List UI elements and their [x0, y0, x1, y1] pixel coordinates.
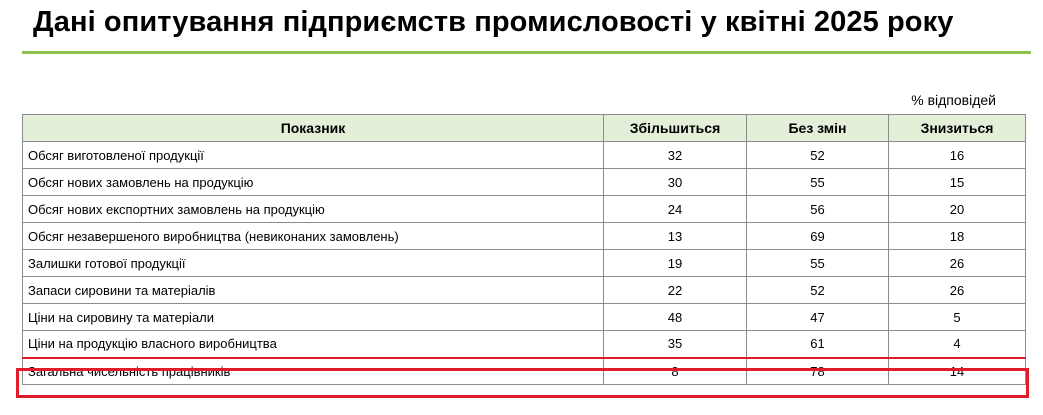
value-decrease: 15: [888, 168, 1026, 196]
value-increase: 22: [603, 276, 747, 304]
title-divider: [22, 51, 1031, 54]
value-no-change: 47: [746, 303, 889, 331]
row-label: Обсяг нових експортних замовлень на прод…: [22, 195, 604, 223]
value-decrease: 14: [888, 356, 1026, 385]
table-row: Запаси сировини та матеріалів 22 52 26: [22, 276, 1026, 304]
row-label: Запаси сировини та матеріалів: [22, 276, 604, 304]
row-label: Залишки готової продукції: [22, 249, 604, 277]
row-label: Обсяг виготовленої продукції: [22, 141, 604, 169]
column-header-increase: Збільшиться: [603, 114, 747, 142]
row-label: Ціни на сировину та матеріали: [22, 303, 604, 331]
value-no-change: 52: [746, 276, 889, 304]
value-no-change: 55: [746, 168, 889, 196]
table-row: Ціни на продукцію власного виробництва 3…: [22, 330, 1026, 358]
survey-table: Показник Збільшиться Без змін Знизиться …: [22, 114, 1026, 385]
value-increase: 32: [603, 141, 747, 169]
table-row: Залишки готової продукції 19 55 26: [22, 249, 1026, 277]
column-header-decrease: Знизиться: [888, 114, 1026, 142]
value-decrease: 18: [888, 222, 1026, 250]
value-increase: 13: [603, 222, 747, 250]
value-decrease: 26: [888, 249, 1026, 277]
table-row: Ціни на сировину та матеріали 48 47 5: [22, 303, 1026, 331]
units-note: % відповідей: [911, 92, 996, 108]
value-decrease: 4: [888, 330, 1026, 358]
page-title: Дані опитування підприємств промисловост…: [33, 6, 954, 38]
value-increase: 48: [603, 303, 747, 331]
row-label: Загальна чисельність працівників: [22, 356, 604, 385]
value-no-change: 78: [746, 356, 889, 385]
value-no-change: 69: [746, 222, 889, 250]
value-no-change: 56: [746, 195, 889, 223]
value-decrease: 20: [888, 195, 1026, 223]
value-decrease: 5: [888, 303, 1026, 331]
value-increase: 24: [603, 195, 747, 223]
value-decrease: 26: [888, 276, 1026, 304]
value-no-change: 55: [746, 249, 889, 277]
value-no-change: 52: [746, 141, 889, 169]
row-label: Ціни на продукцію власного виробництва: [22, 330, 604, 358]
value-no-change: 61: [746, 330, 889, 358]
table-header-row: Показник Збільшиться Без змін Знизиться: [22, 114, 1026, 142]
value-decrease: 16: [888, 141, 1026, 169]
value-increase: 8: [603, 356, 747, 385]
value-increase: 30: [603, 168, 747, 196]
table-row: Обсяг нових замовлень на продукцію 30 55…: [22, 168, 1026, 196]
column-header-indicator: Показник: [22, 114, 604, 142]
value-increase: 19: [603, 249, 747, 277]
table-row: Обсяг нових експортних замовлень на прод…: [22, 195, 1026, 223]
column-header-no-change: Без змін: [746, 114, 889, 142]
row-label: Обсяг незавершеного виробництва (невикон…: [22, 222, 604, 250]
row-label: Обсяг нових замовлень на продукцію: [22, 168, 604, 196]
table-row-highlighted: Загальна чисельність працівників 8 78 14: [22, 356, 1026, 385]
table-row: Обсяг виготовленої продукції 32 52 16: [22, 141, 1026, 169]
table-row: Обсяг незавершеного виробництва (невикон…: [22, 222, 1026, 250]
value-increase: 35: [603, 330, 747, 358]
